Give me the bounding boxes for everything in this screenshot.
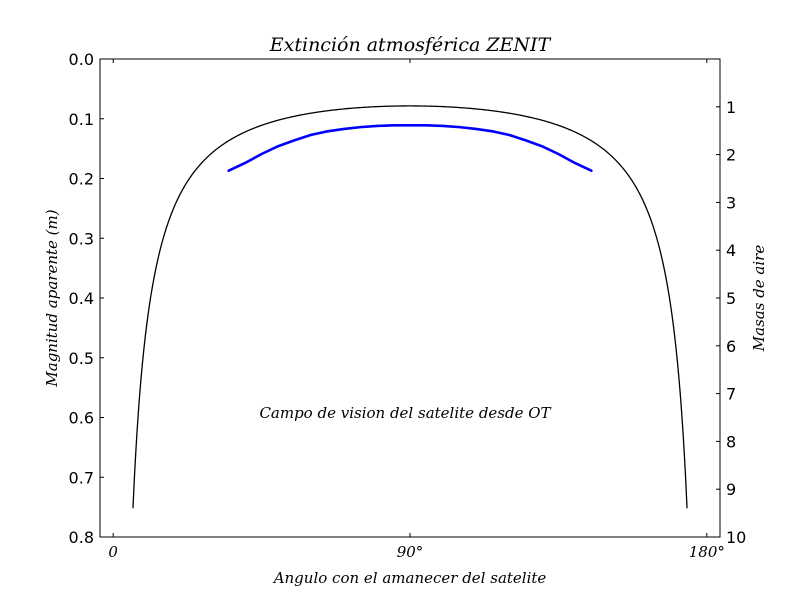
y2-axis-label: Masas de aire: [750, 245, 768, 353]
y-tick-label-3: 0.3: [69, 229, 94, 248]
y2-tick-label-0: 1: [726, 98, 736, 117]
series-layer: [133, 106, 687, 508]
y2-tick-label-8: 9: [726, 480, 736, 499]
y-tick-label-7: 0.7: [69, 468, 94, 487]
y2-tick-label-1: 2: [726, 146, 736, 165]
series-line-0: [133, 106, 687, 508]
y-tick-label-5: 0.5: [69, 349, 94, 368]
series-line-1: [229, 125, 592, 170]
y-tick-label-8: 0.8: [69, 528, 94, 547]
y-axis-label: Magnitud aparente (m): [43, 209, 61, 387]
y2-tick-label-3: 4: [726, 241, 736, 260]
y2-tick-label-5: 6: [726, 337, 736, 356]
y2-tick-label-7: 8: [726, 432, 736, 451]
chart-annotation: Campo de vision del satelite desde OT: [259, 404, 551, 422]
ticks-layer: 0 90° 180° 0.0 0.1 0.2 0.3 0.4 0.5 0.6 0.7 0.8 1 2 3 4 5…: [69, 50, 747, 561]
chart-title: Extinción atmosférica ZENIT: [269, 34, 552, 56]
y2-tick-label-9: 10: [726, 528, 746, 547]
y2-tick-label-2: 3: [726, 193, 736, 212]
x-tick-label-1: 90°: [397, 543, 424, 561]
y2-tick-label-4: 5: [726, 289, 736, 308]
y-tick-label-6: 0.6: [69, 409, 94, 428]
x-tick-label-2: 180°: [689, 543, 725, 561]
y-tick-label-0: 0.0: [69, 50, 94, 69]
x-axis-label: Angulo con el amanecer del satelite: [272, 569, 547, 587]
axes-frame: [100, 59, 720, 537]
y-tick-label-2: 0.2: [69, 170, 94, 189]
y-tick-label-1: 0.1: [69, 110, 94, 129]
y2-tick-label-6: 7: [726, 385, 736, 404]
x-tick-label-0: 0: [108, 543, 118, 561]
y-tick-label-4: 0.4: [69, 289, 94, 308]
